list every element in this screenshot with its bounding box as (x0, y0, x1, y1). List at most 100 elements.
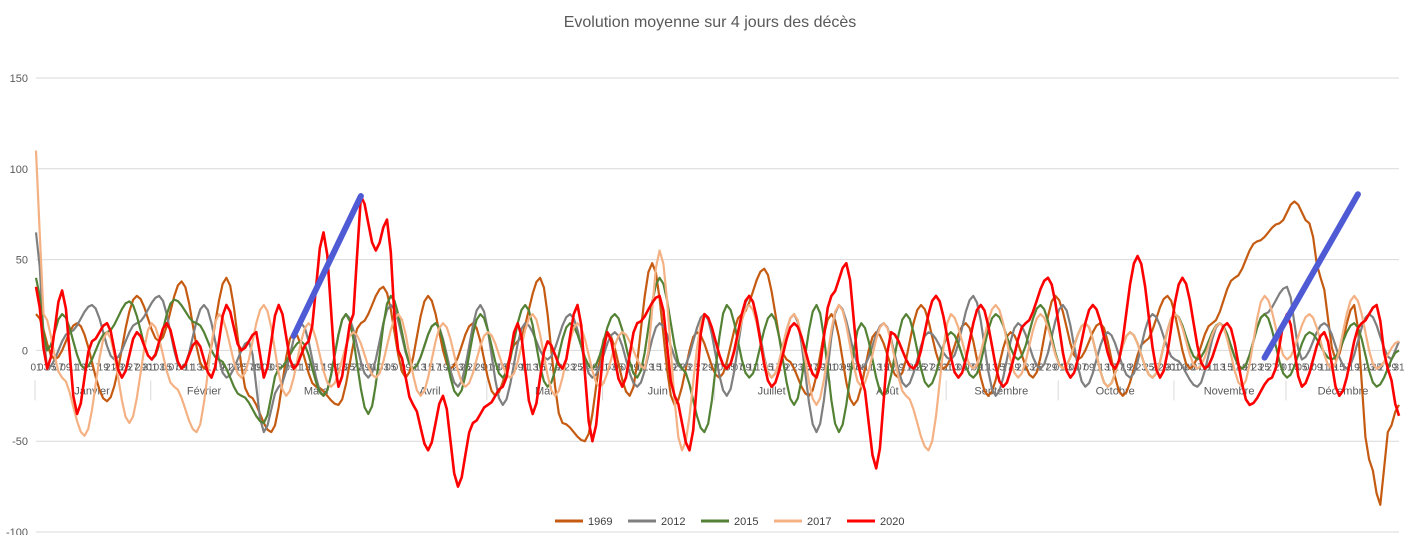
x-day-label: 09 (740, 362, 752, 373)
x-day-label: 13 (299, 362, 311, 373)
legend-label-1969: 1969 (588, 516, 612, 528)
x-day-label: 27 (695, 362, 707, 373)
x-day-label: 17 (770, 362, 782, 373)
x-day-label: 31 (367, 362, 379, 373)
x-day-label: 15 (423, 362, 435, 373)
x-day-label: 13 (871, 362, 883, 373)
x-day-label: 17 (1113, 362, 1125, 373)
x-day-label: 21 (673, 362, 685, 373)
x-day-label: 29 (475, 362, 487, 373)
x-day-label: 07 (393, 362, 405, 373)
x-day-label: 01 (254, 362, 266, 373)
series-lines (34, 150, 1401, 506)
x-day-label: 07 (620, 362, 632, 373)
x-day-label: 29 (251, 362, 263, 373)
x-day-label: 27 (467, 362, 479, 373)
x-day-label: 31 (1166, 362, 1178, 373)
x-day-label: 15 (1222, 362, 1234, 373)
x-day-label: 13 (1214, 362, 1226, 373)
x-day-label: 07 (169, 362, 181, 373)
x-day-label: 31 (142, 362, 154, 373)
x-day-label: 07 (964, 362, 976, 373)
x-day-label: 15 (1334, 362, 1346, 373)
x-day-label: 17 (1001, 362, 1013, 373)
x-day-label: 19 (1349, 362, 1361, 373)
x-day-label: 31 (1393, 362, 1405, 373)
series-line-2012 (34, 232, 1401, 434)
x-day-label: 27 (807, 362, 819, 373)
x-day-label: 01 (30, 362, 42, 373)
x-day-label: 15 (83, 362, 95, 373)
x-day-label: 23 (1024, 362, 1036, 373)
x-day-label: 21 (785, 362, 797, 373)
x-day-label: 19 (322, 362, 334, 373)
x-month-label: Janvier (74, 385, 110, 397)
x-day-label: 05 (385, 362, 397, 373)
x-day-label: 13 (986, 362, 998, 373)
x-day-label: 27 (1266, 362, 1278, 373)
x-day-label: 25 (1143, 362, 1155, 373)
x-day-label: 21 (901, 362, 913, 373)
series-line-2017 (34, 150, 1400, 452)
x-day-label: 01 (942, 362, 954, 373)
series-line-2020 (34, 194, 1401, 488)
x-month-label: Juillet (758, 385, 786, 397)
x-day-label: 11 (1319, 362, 1330, 373)
x-day-label: 11 (68, 362, 79, 373)
x-day-label: 01 (1169, 362, 1181, 373)
x-day-label: 13 (415, 362, 427, 373)
x-day-label: 01 (146, 362, 158, 373)
x-day-label: 07 (1076, 362, 1088, 373)
x-month-label: Avril (419, 385, 440, 397)
gridlines (36, 77, 1399, 533)
x-day-label: 01 (370, 362, 382, 373)
x-day-label: 09 (60, 362, 72, 373)
x-day-label: 09 (284, 362, 296, 373)
x-day-label: 13 (755, 362, 767, 373)
x-day-label: 01 (826, 362, 838, 373)
x-day-label: 19 (1121, 362, 1133, 373)
x-day-label: 21 (1016, 362, 1028, 373)
x-day-label: 09 (400, 362, 412, 373)
x-day-label: 23 (1252, 362, 1264, 373)
x-day-label: 03 (38, 362, 50, 373)
x-day-label: 09 (1311, 362, 1323, 373)
y-tick-label: 50 (16, 255, 28, 267)
x-day-label: 03 (490, 362, 502, 373)
x-day-label: 11 (979, 362, 990, 373)
x-day-label: 03 (718, 362, 730, 373)
x-day-label: 15 (650, 362, 662, 373)
legend-label-2017: 2017 (807, 516, 831, 528)
x-day-label: 03 (606, 362, 618, 373)
y-tick-label: 150 (10, 73, 28, 85)
x-day-label: 13 (643, 362, 655, 373)
x-day-label: 17 (90, 362, 102, 373)
x-month-label: Février (187, 385, 222, 397)
x-day-label: 03 (833, 362, 845, 373)
y-tick-label: -50 (12, 436, 28, 448)
x-day-label: 27 (923, 362, 935, 373)
x-day-label: 05 (841, 362, 853, 373)
x-day-label: 11 (1207, 362, 1218, 373)
x-day-label: 03 (378, 362, 390, 373)
x-day-label: 17 (430, 362, 442, 373)
x-day-label: 11 (184, 362, 195, 373)
y-tick-label: 0 (22, 345, 28, 357)
x-day-label: 15 (1106, 362, 1118, 373)
x-day-label: 29 (930, 362, 942, 373)
x-day-label: 27 (243, 362, 255, 373)
x-day-label: 15 (878, 362, 890, 373)
x-day-label: 27 (128, 362, 140, 373)
x-day-label: 03 (154, 362, 166, 373)
x-day-label: 13 (191, 362, 203, 373)
x-day-label: 05 (45, 362, 57, 373)
x-day-label: 29 (1046, 362, 1058, 373)
x-day-label: 17 (658, 362, 670, 373)
legend-label-2012: 2012 (661, 516, 685, 528)
x-day-label: 27 (1379, 362, 1391, 373)
x-day-label: 21 (1356, 362, 1368, 373)
x-day-label: 13 (527, 362, 539, 373)
x-day-label: 17 (206, 362, 218, 373)
